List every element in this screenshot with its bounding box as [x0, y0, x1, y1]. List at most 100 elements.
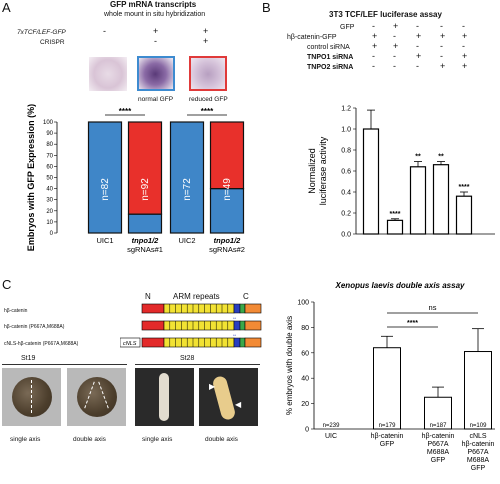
chart-a-bar-normal — [169, 121, 205, 234]
domain-label-arm: ARM repeats — [173, 292, 220, 301]
construct-label-2: hβ-catenin (P667A,M688A) — [4, 324, 65, 330]
construct-n-domain — [141, 320, 165, 331]
panel-b-sign: - — [416, 61, 419, 71]
chart-b-ytick-label: 0.4 — [341, 190, 351, 197]
caption-st28-double: double axis — [205, 436, 238, 443]
panel-b-sign: + — [393, 21, 399, 31]
embryo-image-reduced-gfp — [189, 56, 227, 91]
chart-a-ytick-label: 70 — [46, 153, 53, 159]
panel-b-row-label: hβ-catenin-GFP — [287, 34, 337, 41]
panel-b-row-label: TNPO2 siRNA — [307, 64, 354, 71]
embryo-image-control — [89, 57, 127, 91]
panel-b-sign: - — [393, 61, 396, 71]
caption-st19-single: single axis — [10, 436, 41, 443]
construct-c-domain — [244, 337, 262, 348]
chart-c-category-label: M688A — [467, 457, 490, 464]
chart-c-ytick-label: 60 — [301, 350, 309, 357]
construct-c-green — [239, 337, 246, 348]
caption-st28-single: single axis — [142, 436, 173, 443]
construct-c-blue — [233, 337, 241, 348]
domain-label-n: N — [145, 292, 151, 301]
chart-c-n-label: n=239 — [323, 423, 341, 429]
chart-c-category-label: P667A — [427, 441, 448, 448]
photo-st19-single — [2, 368, 61, 426]
construct-c-green — [239, 320, 246, 331]
chart-c-category-label: GFP — [431, 457, 446, 464]
chart-a-category-label: UIC2 — [178, 236, 195, 245]
panel-b-sign: - — [462, 21, 465, 31]
panel-b-sign: - — [393, 31, 396, 41]
chart-c-category-label: GFP — [471, 465, 486, 472]
chart-a-n-label: n=49 — [222, 178, 233, 201]
panel-b-sign: - — [416, 21, 419, 31]
panel-b-sign: + — [440, 61, 446, 71]
chart-a-ytick-label: 80 — [46, 142, 53, 148]
panel-b-sign: - — [440, 51, 443, 61]
domain-label-c: C — [243, 292, 249, 301]
panel-b-sign: + — [416, 31, 422, 41]
chart-c-category-label: hβ-catenin — [422, 433, 455, 440]
st28-rule — [135, 364, 260, 365]
chart-b-bar — [362, 128, 380, 235]
photo-st28-double: ▶ ◀ — [199, 368, 258, 426]
panel-b-sign: + — [372, 41, 378, 51]
photo-st19-double — [67, 368, 126, 426]
stage-label-st19: St19 — [21, 355, 36, 362]
chart-c-bar — [424, 396, 452, 430]
photo-st28-single — [135, 368, 194, 426]
chart-b-bar — [409, 166, 427, 235]
chart-c-n-label: n=109 — [470, 423, 488, 429]
panel-b-sign: + — [462, 31, 468, 41]
chart-c-n-label: n=187 — [430, 423, 448, 429]
construct-diagram: ** cNLS ** — [120, 303, 262, 348]
stage-label-st28: St28 — [180, 355, 195, 362]
chart-c-category-label: M688A — [427, 449, 450, 456]
panel-b-sign: + — [372, 31, 378, 41]
construct-n-domain — [141, 303, 165, 314]
chart-a-bar-normal — [209, 187, 245, 234]
chart-b-bar — [455, 195, 473, 235]
panel-b-sign: - — [393, 51, 396, 61]
chart-c-category-label: P667A — [467, 449, 488, 456]
cnls-tag-label: cNLS — [123, 341, 137, 347]
chart-a: 0 10 20 30 40 50 60 70 80 90 100 Embryos with GFP E… — [26, 104, 245, 254]
chart-c-sig-label-1: **** — [407, 320, 418, 327]
panel-b-sign: + — [462, 51, 468, 61]
chart-c-ytick-label: 20 — [301, 401, 309, 408]
mutation-marker: ** — [233, 333, 237, 338]
chart-c-bar — [373, 347, 401, 430]
chart-c-ytick-label: 40 — [301, 376, 309, 383]
sign-a-0-1: + — [153, 26, 159, 36]
st19-rule — [2, 364, 127, 365]
construct-label-1: hβ-catenin — [4, 308, 28, 314]
construct-c-blue — [233, 303, 241, 314]
chart-a-ytick-label: 90 — [46, 131, 53, 137]
row-label-crispr: CRISPR — [40, 39, 65, 46]
chart-a-ytick-label: 100 — [43, 120, 54, 126]
chart-b-bar — [432, 164, 450, 235]
chart-c-category-label: UIC — [325, 433, 337, 440]
chart-c: Xenopus laevis double axis assay 0 20 40 60 8… — [285, 281, 495, 472]
caption-st19-double: double axis — [73, 436, 106, 443]
sign-a-1-1: - — [154, 36, 157, 46]
chart-c-ytick-label: 100 — [297, 300, 309, 307]
chart-b-sig-label: **** — [459, 184, 470, 191]
chart-a-bar-reduced — [127, 121, 163, 215]
chart-c-bar — [464, 351, 492, 430]
chart-b-ytick-label: 0.0 — [341, 232, 351, 239]
panel-b-sign: - — [440, 41, 443, 51]
sign-a-0-2: + — [203, 26, 209, 36]
panel-b-sign: - — [372, 21, 375, 31]
chart-a-n-label: n=82 — [100, 178, 111, 201]
panel-b-sign: - — [372, 51, 375, 61]
chart-c-sig-label-2: ns — [429, 303, 437, 312]
construct-n-domain — [141, 337, 165, 348]
chart-a-n-label: n=92 — [140, 178, 151, 201]
panel-b-sign: - — [372, 61, 375, 71]
chart-b-ytick-label: 1.0 — [341, 127, 351, 134]
panel-letter-b: B — [262, 0, 271, 15]
chart-c-category-label: hβ-catenin — [371, 433, 404, 440]
construct-c-green — [239, 303, 246, 314]
construct-c-domain — [244, 320, 262, 331]
panel-b-sign: + — [393, 41, 399, 51]
